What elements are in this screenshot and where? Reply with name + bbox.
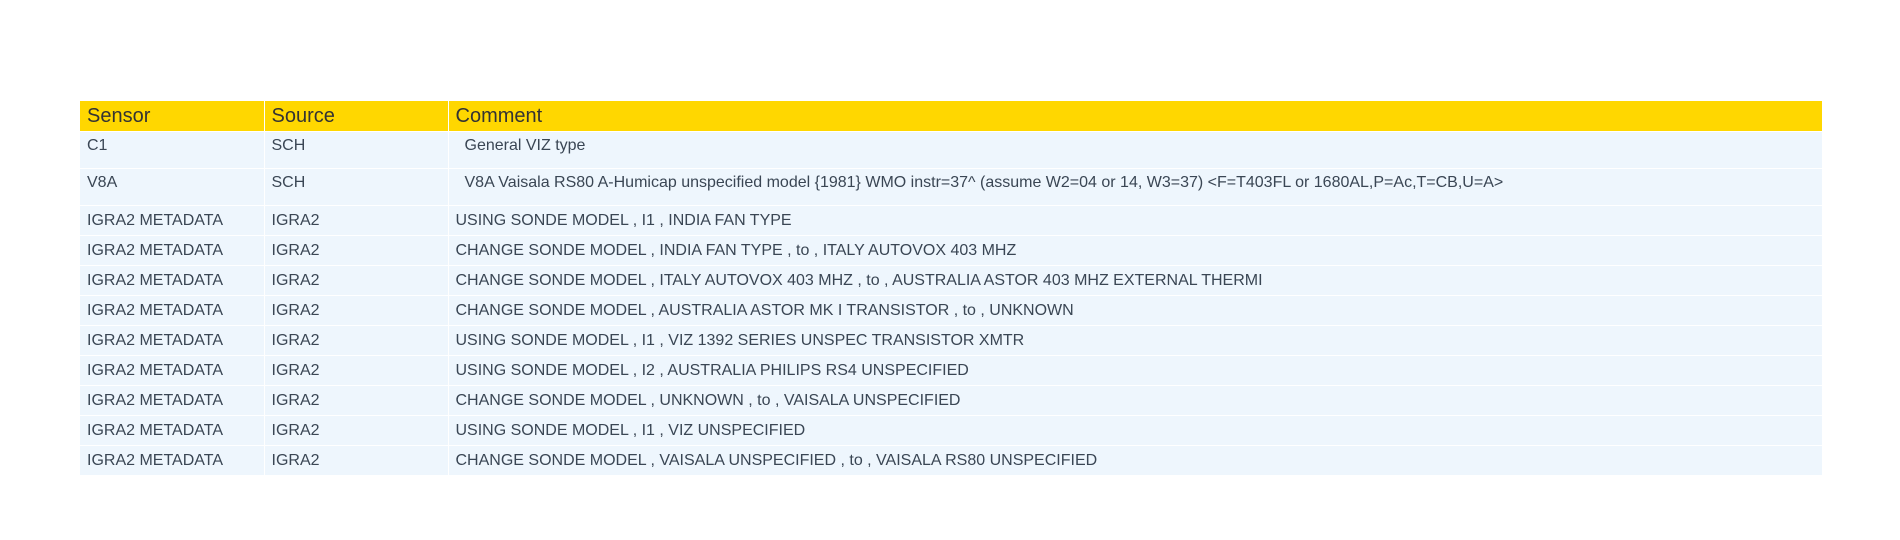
table-row: IGRA2 METADATA IGRA2 CHANGE SONDE MODEL … xyxy=(80,385,1822,416)
cell-source: SCH xyxy=(263,168,448,206)
cell-source: IGRA2 xyxy=(263,295,448,326)
cell-comment: CHANGE SONDE MODEL , AUSTRALIA ASTOR MK … xyxy=(447,295,1822,326)
cell-sensor: IGRA2 METADATA xyxy=(80,295,264,326)
table-row: IGRA2 METADATA IGRA2 CHANGE SONDE MODEL … xyxy=(80,235,1822,266)
cell-sensor: IGRA2 METADATA xyxy=(80,415,264,446)
cell-comment: CHANGE SONDE MODEL , VAISALA UNSPECIFIED… xyxy=(447,445,1822,475)
cell-source: IGRA2 xyxy=(263,355,448,386)
table-row: IGRA2 METADATA IGRA2 USING SONDE MODEL ,… xyxy=(80,205,1822,236)
cell-sensor: IGRA2 METADATA xyxy=(80,235,264,266)
cell-comment: CHANGE SONDE MODEL , INDIA FAN TYPE , to… xyxy=(447,235,1822,266)
cell-source: IGRA2 xyxy=(263,385,448,416)
sensor-table: Sensor Source Comment C1 SCH General VIZ… xyxy=(80,101,1822,475)
cell-sensor: IGRA2 METADATA xyxy=(80,355,264,386)
cell-source: SCH xyxy=(263,131,448,169)
cell-comment: V8A Vaisala RS80 A-Humicap unspecified m… xyxy=(447,168,1822,206)
cell-comment: CHANGE SONDE MODEL , UNKNOWN , to , VAIS… xyxy=(447,385,1822,416)
table-row: IGRA2 METADATA IGRA2 USING SONDE MODEL ,… xyxy=(80,325,1822,356)
cell-comment: USING SONDE MODEL , I1 , INDIA FAN TYPE xyxy=(447,205,1822,236)
cell-sensor: IGRA2 METADATA xyxy=(80,385,264,416)
cell-comment: General VIZ type xyxy=(447,131,1822,169)
table-header: Sensor Source Comment xyxy=(80,101,1822,132)
cell-comment: USING SONDE MODEL , I1 , VIZ 1392 SERIES… xyxy=(447,325,1822,356)
column-header-source[interactable]: Source xyxy=(263,101,448,132)
table-row: IGRA2 METADATA IGRA2 CHANGE SONDE MODEL … xyxy=(80,265,1822,296)
table-row: IGRA2 METADATA IGRA2 CHANGE SONDE MODEL … xyxy=(80,445,1822,475)
table-row: IGRA2 METADATA IGRA2 USING SONDE MODEL ,… xyxy=(80,415,1822,446)
cell-comment: USING SONDE MODEL , I1 , VIZ UNSPECIFIED xyxy=(447,415,1822,446)
cell-source: IGRA2 xyxy=(263,265,448,296)
cell-sensor: C1 xyxy=(80,131,264,169)
table-header-row: Sensor Source Comment xyxy=(80,101,1822,132)
cell-comment: USING SONDE MODEL , I2 , AUSTRALIA PHILI… xyxy=(447,355,1822,386)
sensor-table-container: Sensor Source Comment C1 SCH General VIZ… xyxy=(80,101,1822,475)
cell-sensor: IGRA2 METADATA xyxy=(80,325,264,356)
table-body: C1 SCH General VIZ type V8A SCH V8A Vais… xyxy=(80,131,1822,475)
cell-source: IGRA2 xyxy=(263,325,448,356)
cell-sensor: IGRA2 METADATA xyxy=(80,445,264,475)
cell-comment: CHANGE SONDE MODEL , ITALY AUTOVOX 403 M… xyxy=(447,265,1822,296)
cell-source: IGRA2 xyxy=(263,415,448,446)
table-row: IGRA2 METADATA IGRA2 CHANGE SONDE MODEL … xyxy=(80,295,1822,326)
table-row: C1 SCH General VIZ type xyxy=(80,131,1822,169)
table-row: V8A SCH V8A Vaisala RS80 A-Humicap unspe… xyxy=(80,168,1822,206)
cell-sensor: IGRA2 METADATA xyxy=(80,205,264,236)
cell-source: IGRA2 xyxy=(263,235,448,266)
cell-sensor: IGRA2 METADATA xyxy=(80,265,264,296)
column-header-comment[interactable]: Comment xyxy=(447,101,1822,132)
column-header-sensor[interactable]: Sensor xyxy=(80,101,264,132)
cell-source: IGRA2 xyxy=(263,205,448,236)
cell-sensor: V8A xyxy=(80,168,264,206)
table-row: IGRA2 METADATA IGRA2 USING SONDE MODEL ,… xyxy=(80,355,1822,386)
cell-source: IGRA2 xyxy=(263,445,448,475)
